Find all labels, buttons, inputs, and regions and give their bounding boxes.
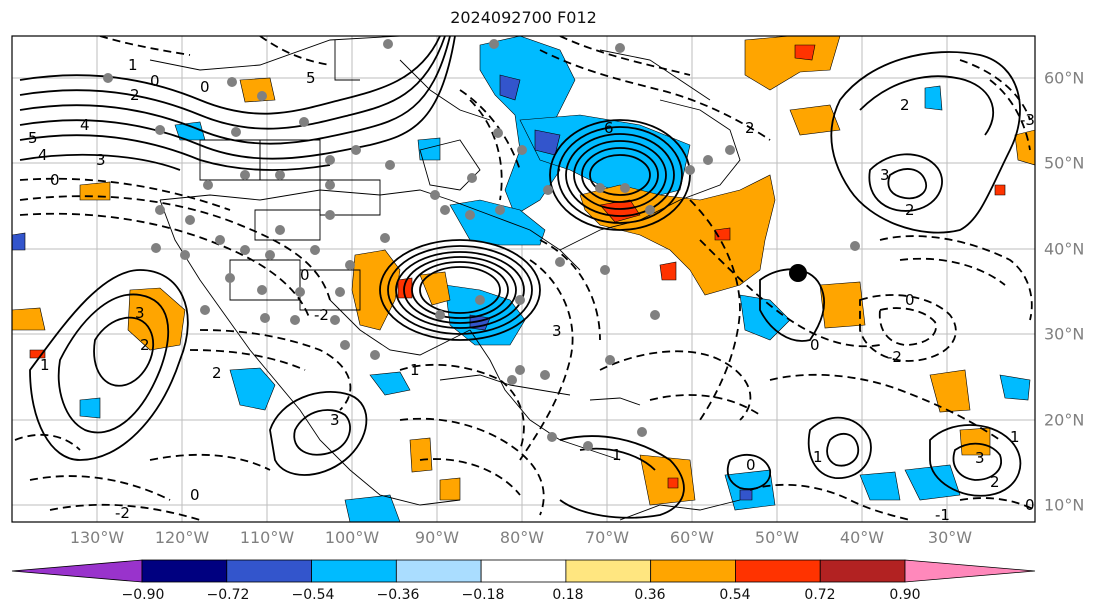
lat-label: 20°N	[1044, 410, 1085, 430]
colorbar-tick-label: −0.90	[121, 587, 165, 603]
svg-text:3: 3	[96, 151, 106, 169]
lon-label: 90°W	[414, 528, 460, 547]
lon-label: 60°W	[669, 528, 715, 547]
svg-text:0: 0	[300, 266, 310, 284]
svg-text:5: 5	[306, 69, 316, 87]
svg-text:1: 1	[1010, 428, 1020, 446]
svg-text:0: 0	[200, 78, 210, 96]
colorbar-tick-label: 0.18	[552, 587, 584, 603]
solid-contours	[19, 36, 1022, 519]
svg-text:4: 4	[80, 116, 90, 134]
lon-label: 110°W	[239, 528, 295, 547]
svg-text:0: 0	[1025, 496, 1035, 514]
colorbar-tick-label: 0.36	[634, 587, 666, 603]
lon-label: 50°W	[754, 528, 800, 547]
map-plot: 012 345 400 563 0-21 230 -233 22-3 0-20 …	[11, 35, 1036, 524]
lat-label: 30°N	[1044, 324, 1085, 344]
svg-text:2: 2	[130, 86, 140, 104]
lon-label: 80°W	[499, 528, 545, 547]
lon-label: 30°W	[927, 528, 973, 547]
colorbar-segment	[480, 559, 567, 583]
svg-text:-1: -1	[935, 506, 950, 524]
negative-shading	[12, 36, 1031, 522]
svg-text:0: 0	[746, 456, 756, 474]
svg-text:1: 1	[40, 356, 50, 374]
svg-text:0: 0	[810, 336, 820, 354]
svg-text:1: 1	[410, 361, 420, 379]
svg-text:3: 3	[330, 411, 340, 429]
lon-label: 100°W	[324, 528, 380, 547]
svg-text:2: 2	[212, 364, 222, 382]
map-frame	[11, 35, 1036, 523]
svg-text:5: 5	[28, 129, 38, 147]
colorbar-segment	[819, 559, 906, 583]
svg-text:2: 2	[140, 336, 150, 354]
svg-text:2: 2	[900, 96, 910, 114]
svg-text:3: 3	[135, 304, 145, 322]
svg-text:2: 2	[990, 473, 1000, 491]
lat-label: 10°N	[1044, 495, 1085, 515]
svg-text:-3: -3	[1020, 111, 1035, 129]
svg-text:3: 3	[880, 166, 890, 184]
station-dots	[103, 39, 860, 451]
colorbar-tick-label: −0.36	[376, 587, 420, 603]
colorbar-segment	[395, 559, 482, 583]
svg-text:1: 1	[813, 448, 823, 466]
colorbar-tick-label: −0.72	[206, 587, 250, 603]
colorbar-tick-label: 0.72	[804, 587, 836, 603]
svg-text:0: 0	[150, 72, 160, 90]
svg-text:2: 2	[745, 119, 755, 137]
lat-label: 40°N	[1044, 239, 1085, 259]
svg-text:3: 3	[552, 322, 562, 340]
colorbar-segment	[565, 559, 652, 583]
dashed-contours	[14, 36, 1035, 521]
lon-label: 130°W	[69, 528, 125, 547]
svg-text:0: 0	[50, 171, 60, 189]
svg-text:0: 0	[905, 291, 915, 309]
svg-text:-2: -2	[115, 504, 130, 522]
colorbar-tick-label: −0.18	[461, 587, 505, 603]
colorbar-tick-label: 0.90	[889, 587, 921, 603]
svg-text:6: 6	[604, 119, 614, 137]
svg-text:0: 0	[190, 486, 200, 504]
svg-text:-2: -2	[887, 348, 902, 366]
svg-text:4: 4	[38, 146, 48, 164]
svg-text:1: 1	[128, 56, 138, 74]
colorbar-segment	[735, 559, 821, 583]
svg-text:1: 1	[612, 446, 622, 464]
positive-shading	[12, 36, 1035, 506]
contour-labels: 012 345 400 563 0-21 230 -233 22-3 0-20 …	[28, 56, 1035, 524]
storm-marker	[789, 264, 807, 282]
lon-label: 40°W	[839, 528, 885, 547]
colorbar-segment	[11, 559, 143, 583]
colorbar-segment	[904, 559, 1036, 583]
lon-label: 120°W	[154, 528, 210, 547]
colorbar	[11, 559, 1036, 583]
colorbar-segment	[226, 559, 312, 583]
colorbar-segment	[141, 559, 228, 583]
svg-text:-2: -2	[314, 306, 329, 324]
lat-label: 50°N	[1044, 153, 1085, 173]
colorbar-tick-label: 0.54	[719, 587, 751, 603]
colorbar-tick-label: −0.54	[291, 587, 335, 603]
lat-label: 60°N	[1044, 68, 1085, 88]
svg-text:3: 3	[975, 449, 985, 467]
colorbar-segment	[650, 559, 736, 583]
svg-text:2: 2	[905, 201, 915, 219]
lon-label: 70°W	[584, 528, 630, 547]
map-title: 2024092700 F012	[450, 8, 597, 27]
colorbar-segment	[311, 559, 397, 583]
